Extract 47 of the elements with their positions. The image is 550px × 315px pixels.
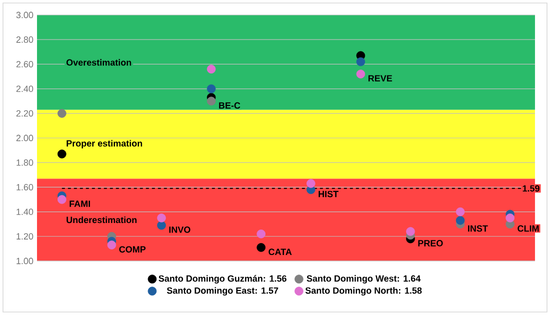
point [356, 57, 366, 66]
y-tick-label: 1.20 [16, 233, 34, 240]
y-tick-label: 2.40 [16, 86, 34, 92]
point [157, 220, 166, 230]
legend-label: Santo Domingo North: 1.58 [305, 287, 422, 296]
point [58, 195, 66, 204]
point [206, 64, 216, 74]
point [406, 227, 415, 236]
y-tick-label: 1.40 [16, 208, 34, 215]
legend-label: Santo Domingo East: 1.57 [166, 287, 278, 296]
legend-label: Santo Domingo West: 1.64 [306, 275, 421, 284]
point [256, 230, 266, 238]
point [356, 70, 366, 78]
point [256, 243, 266, 252]
y-tick-label: 1.80 [16, 159, 34, 166]
x-tick-label: BE-C [219, 102, 240, 109]
x-tick-label: INST [468, 225, 488, 232]
point [107, 240, 116, 250]
point [58, 108, 66, 118]
legend-label: Santo Domingo Guzmán: 1.56 [158, 275, 286, 284]
x-tick-label: COMP [119, 246, 146, 253]
y-tick-label: 2.80 [16, 36, 34, 43]
y-tick-label: 3.00 [16, 12, 34, 18]
point [456, 207, 465, 216]
y-tick-label: 1.60 [16, 184, 34, 190]
point [456, 216, 465, 225]
x-tick-label: CLIM [518, 225, 539, 232]
point [206, 96, 216, 106]
y-tick-label: 2.60 [16, 61, 34, 68]
x-tick-label: CATA [268, 248, 292, 256]
y-tick-label: 2.00 [16, 134, 34, 142]
band-label: Underestimation [66, 216, 137, 224]
band-label: Proper estimation [66, 140, 142, 148]
x-tick-label: REVE [368, 75, 392, 82]
point [58, 150, 66, 158]
point [506, 214, 514, 222]
point [306, 179, 316, 188]
y-tick-label: 2.20 [16, 110, 34, 117]
x-tick-label: HIST [318, 190, 338, 198]
x-tick-label: PREO [418, 240, 443, 246]
point [157, 214, 166, 222]
x-tick-label: FAMI [70, 200, 90, 207]
y-tick-label: 1.00 [16, 258, 34, 264]
x-tick-label: INVO [169, 226, 190, 233]
ref-line-label: 1.59 [522, 185, 540, 192]
point [206, 84, 216, 94]
band-label: Overestimation [66, 59, 132, 66]
